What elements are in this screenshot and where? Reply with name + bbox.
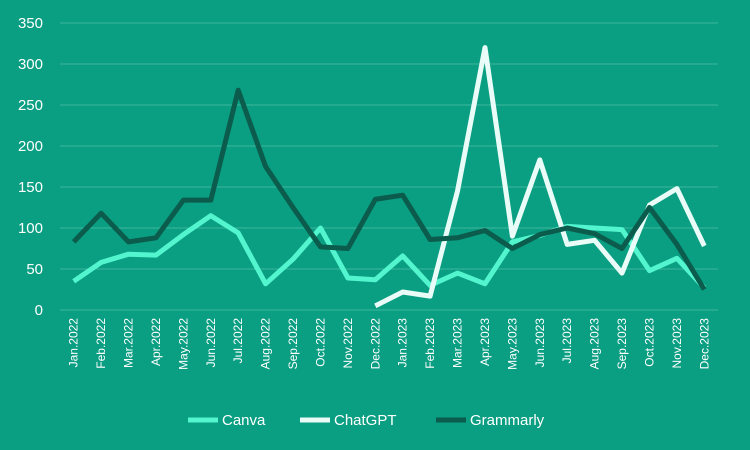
x-tick-label: Jan.2022 (67, 318, 81, 368)
y-tick-label: 150 (18, 179, 43, 196)
legend-label-grammarly: Grammarly (470, 412, 545, 429)
legend-label-canva: Canva (222, 412, 266, 429)
x-tick-label: Dec.2023 (697, 318, 711, 370)
x-tick-label: Apr.2022 (149, 318, 163, 366)
x-tick-label: Oct.2023 (642, 318, 656, 367)
x-tick-label: Oct.2022 (313, 318, 327, 367)
legend-label-chatgpt: ChatGPT (334, 412, 397, 429)
x-tick-label: Mar.2022 (122, 318, 136, 368)
x-tick-label: Sep.2022 (286, 318, 300, 370)
x-tick-label: Aug.2023 (588, 318, 602, 370)
series-line-chatgpt (374, 45, 707, 309)
x-tick-label: Feb.2023 (423, 318, 437, 369)
x-tick-label: Jan.2023 (396, 318, 410, 368)
y-tick-label: 350 (18, 15, 43, 32)
series-lines (71, 45, 707, 309)
x-tick-label: Sep.2023 (615, 318, 629, 370)
y-tick-label: 0 (35, 302, 43, 319)
y-tick-label: 300 (18, 56, 43, 73)
x-tick-label: Jun.2022 (204, 318, 218, 368)
x-tick-label: May.2022 (176, 318, 190, 370)
x-tick-label: Aug.2022 (259, 318, 273, 370)
x-tick-label: May.2023 (505, 318, 519, 370)
x-axis-ticks: Jan.2022 Feb.2022 Mar.2022 Apr.2022 May.2022… (67, 318, 712, 370)
x-tick-label: Feb.2022 (94, 318, 108, 369)
y-tick-label: 250 (18, 97, 43, 114)
y-tick-label: 50 (26, 261, 43, 278)
y-tick-label: 100 (18, 220, 43, 237)
x-tick-label: Nov.2022 (341, 318, 355, 369)
x-tick-label: Apr.2023 (478, 318, 492, 366)
x-tick-label: Dec.2022 (368, 318, 382, 370)
y-tick-label: 200 (18, 138, 43, 155)
x-tick-label: Jun.2023 (533, 318, 547, 368)
gridlines (60, 22, 718, 311)
legend: Canva ChatGPT Grammarly (188, 412, 545, 429)
x-tick-label: Jul.2023 (560, 318, 574, 364)
x-tick-label: Mar.2023 (451, 318, 465, 368)
series-line-canva (72, 213, 707, 290)
x-tick-label: Nov.2023 (670, 318, 684, 369)
y-axis-ticks: 0 50 100 150 200 250 300 350 (18, 15, 43, 319)
series-line-grammarly (71, 87, 707, 291)
x-tick-label: Jul.2022 (231, 318, 245, 364)
